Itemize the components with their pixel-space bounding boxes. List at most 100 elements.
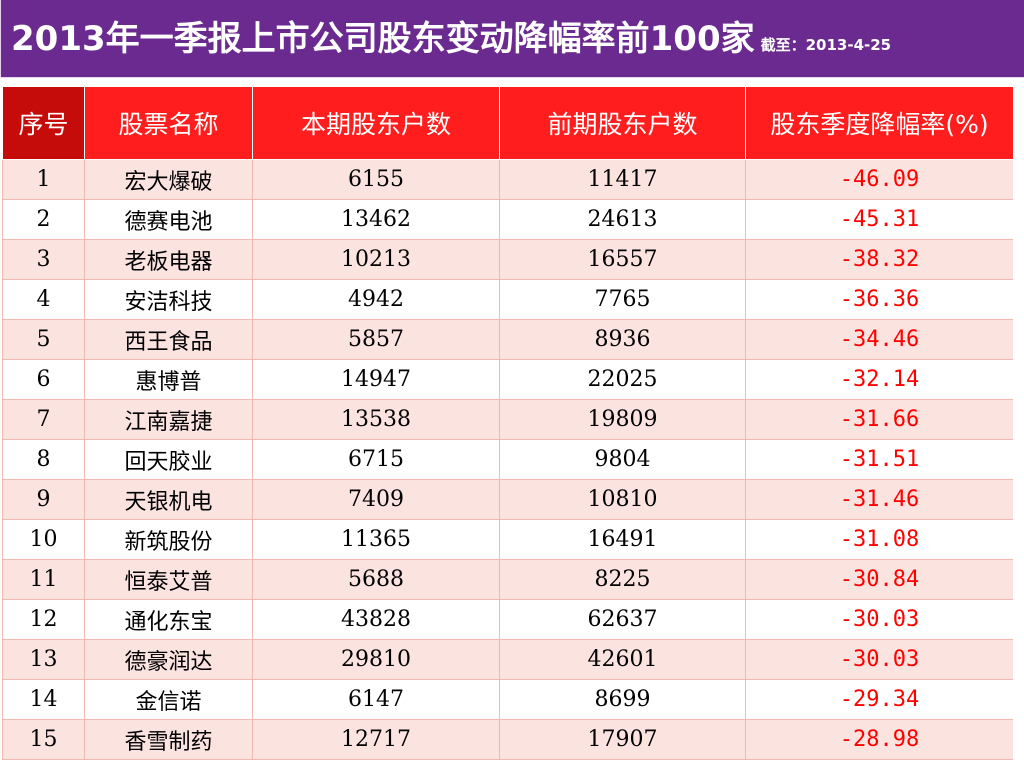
cell-stock-name: 香雪制药 bbox=[84, 719, 253, 760]
cell-decline-rate: -32.14 bbox=[745, 359, 1013, 400]
cell-index: 7 bbox=[2, 399, 85, 440]
cell-index: 11 bbox=[2, 559, 85, 600]
as-of-date: 截至：2013-4-25 bbox=[760, 36, 892, 54]
cell-previous-holders: 10810 bbox=[499, 479, 746, 520]
cell-stock-name: 德豪润达 bbox=[84, 639, 253, 680]
cell-current-holders: 29810 bbox=[252, 639, 500, 680]
cell-previous-holders: 19809 bbox=[499, 399, 746, 440]
cell-previous-holders: 22025 bbox=[499, 359, 746, 400]
cell-stock-name: 天银机电 bbox=[84, 479, 253, 520]
cell-decline-rate: -29.34 bbox=[745, 679, 1013, 720]
column-header-index: 序号 bbox=[2, 86, 85, 160]
table-row: 2 德赛电池 13462 24613 -45.31 bbox=[2, 199, 1013, 240]
table-row: 11 恒泰艾普 5688 8225 -30.84 bbox=[2, 559, 1013, 600]
cell-current-holders: 4942 bbox=[252, 279, 500, 320]
cell-decline-rate: -30.03 bbox=[745, 639, 1013, 680]
cell-decline-rate: -38.32 bbox=[745, 239, 1013, 280]
cell-previous-holders: 8699 bbox=[499, 679, 746, 720]
table-row: 12 通化东宝 43828 62637 -30.03 bbox=[2, 599, 1013, 640]
cell-previous-holders: 11417 bbox=[499, 159, 746, 200]
cell-decline-rate: -30.03 bbox=[745, 599, 1013, 640]
table-row: 7 江南嘉捷 13538 19809 -31.66 bbox=[2, 399, 1013, 440]
column-header-decline-rate: 股东季度降幅率(%) bbox=[745, 86, 1013, 160]
cell-previous-holders: 8225 bbox=[499, 559, 746, 600]
table-row: 13 德豪润达 29810 42601 -30.03 bbox=[2, 639, 1013, 680]
cell-decline-rate: -31.51 bbox=[745, 439, 1013, 480]
cell-decline-rate: -28.98 bbox=[745, 719, 1013, 760]
cell-stock-name: 惠博普 bbox=[84, 359, 253, 400]
cell-index: 15 bbox=[2, 719, 85, 760]
cell-stock-name: 安洁科技 bbox=[84, 279, 253, 320]
page-title: 2013年一季报上市公司股东变动降幅率前100家 截至：2013-4-25 bbox=[11, 14, 891, 70]
cell-decline-rate: -34.46 bbox=[745, 319, 1013, 360]
cell-previous-holders: 16557 bbox=[499, 239, 746, 280]
table-row: 6 惠博普 14947 22025 -32.14 bbox=[2, 359, 1013, 400]
cell-stock-name: 金信诺 bbox=[84, 679, 253, 720]
table-row: 3 老板电器 10213 16557 -38.32 bbox=[2, 239, 1013, 280]
table-row: 1 宏大爆破 6155 11417 -46.09 bbox=[2, 159, 1013, 200]
cell-decline-rate: -46.09 bbox=[745, 159, 1013, 200]
cell-previous-holders: 7765 bbox=[499, 279, 746, 320]
column-header-current-holders: 本期股东户数 bbox=[252, 86, 500, 160]
cell-index: 6 bbox=[2, 359, 85, 400]
cell-current-holders: 6155 bbox=[252, 159, 500, 200]
cell-decline-rate: -30.84 bbox=[745, 559, 1013, 600]
cell-index: 10 bbox=[2, 519, 85, 560]
cell-stock-name: 新筑股份 bbox=[84, 519, 253, 560]
cell-index: 2 bbox=[2, 199, 85, 240]
cell-current-holders: 5688 bbox=[252, 559, 500, 600]
cell-current-holders: 10213 bbox=[252, 239, 500, 280]
cell-stock-name: 回天胶业 bbox=[84, 439, 253, 480]
table-row: 15 香雪制药 12717 17907 -28.98 bbox=[2, 719, 1013, 760]
cell-stock-name: 恒泰艾普 bbox=[84, 559, 253, 600]
cell-previous-holders: 24613 bbox=[499, 199, 746, 240]
table-row: 8 回天胶业 6715 9804 -31.51 bbox=[2, 439, 1013, 480]
table-row: 9 天银机电 7409 10810 -31.46 bbox=[2, 479, 1013, 520]
cell-current-holders: 7409 bbox=[252, 479, 500, 520]
cell-previous-holders: 17907 bbox=[499, 719, 746, 760]
cell-current-holders: 43828 bbox=[252, 599, 500, 640]
table-row: 4 安洁科技 4942 7765 -36.36 bbox=[2, 279, 1013, 320]
cell-index: 5 bbox=[2, 319, 85, 360]
table-body: 1 宏大爆破 6155 11417 -46.09 2 德赛电池 13462 24613 -45.3… bbox=[2, 159, 1013, 760]
cell-decline-rate: -31.66 bbox=[745, 399, 1013, 440]
cell-current-holders: 5857 bbox=[252, 319, 500, 360]
cell-current-holders: 13538 bbox=[252, 399, 500, 440]
title-banner: 2013年一季报上市公司股东变动降幅率前100家 截至：2013-4-25 bbox=[0, 0, 1024, 78]
shareholder-decline-table: 序号 股票名称 本期股东户数 前期股东户数 股东季度降幅率(%) 1 宏大爆破 61… bbox=[2, 86, 1013, 760]
cell-index: 12 bbox=[2, 599, 85, 640]
cell-index: 4 bbox=[2, 279, 85, 320]
cell-index: 8 bbox=[2, 439, 85, 480]
cell-stock-name: 德赛电池 bbox=[84, 199, 253, 240]
cell-current-holders: 6715 bbox=[252, 439, 500, 480]
cell-decline-rate: -45.31 bbox=[745, 199, 1013, 240]
cell-index: 13 bbox=[2, 639, 85, 680]
cell-previous-holders: 62637 bbox=[499, 599, 746, 640]
cell-decline-rate: -31.08 bbox=[745, 519, 1013, 560]
cell-index: 14 bbox=[2, 679, 85, 720]
cell-current-holders: 13462 bbox=[252, 199, 500, 240]
cell-decline-rate: -36.36 bbox=[745, 279, 1013, 320]
cell-stock-name: 通化东宝 bbox=[84, 599, 253, 640]
cell-index: 9 bbox=[2, 479, 85, 520]
cell-previous-holders: 42601 bbox=[499, 639, 746, 680]
page-title-text: 2013年一季报上市公司股东变动降幅率前100家 bbox=[11, 19, 755, 59]
cell-index: 3 bbox=[2, 239, 85, 280]
cell-previous-holders: 16491 bbox=[499, 519, 746, 560]
cell-stock-name: 老板电器 bbox=[84, 239, 253, 280]
column-header-previous-holders: 前期股东户数 bbox=[499, 86, 746, 160]
cell-stock-name: 宏大爆破 bbox=[84, 159, 253, 200]
table-row: 10 新筑股份 11365 16491 -31.08 bbox=[2, 519, 1013, 560]
column-header-stock-name: 股票名称 bbox=[84, 86, 253, 160]
cell-previous-holders: 9804 bbox=[499, 439, 746, 480]
cell-current-holders: 11365 bbox=[252, 519, 500, 560]
data-table-container: 序号 股票名称 本期股东户数 前期股东户数 股东季度降幅率(%) 1 宏大爆破 61… bbox=[2, 86, 1013, 768]
cell-current-holders: 6147 bbox=[252, 679, 500, 720]
cell-current-holders: 12717 bbox=[252, 719, 500, 760]
cell-previous-holders: 8936 bbox=[499, 319, 746, 360]
cell-stock-name: 西王食品 bbox=[84, 319, 253, 360]
table-header-row: 序号 股票名称 本期股东户数 前期股东户数 股东季度降幅率(%) bbox=[2, 86, 1013, 160]
cell-current-holders: 14947 bbox=[252, 359, 500, 400]
cell-decline-rate: -31.46 bbox=[745, 479, 1013, 520]
cell-stock-name: 江南嘉捷 bbox=[84, 399, 253, 440]
